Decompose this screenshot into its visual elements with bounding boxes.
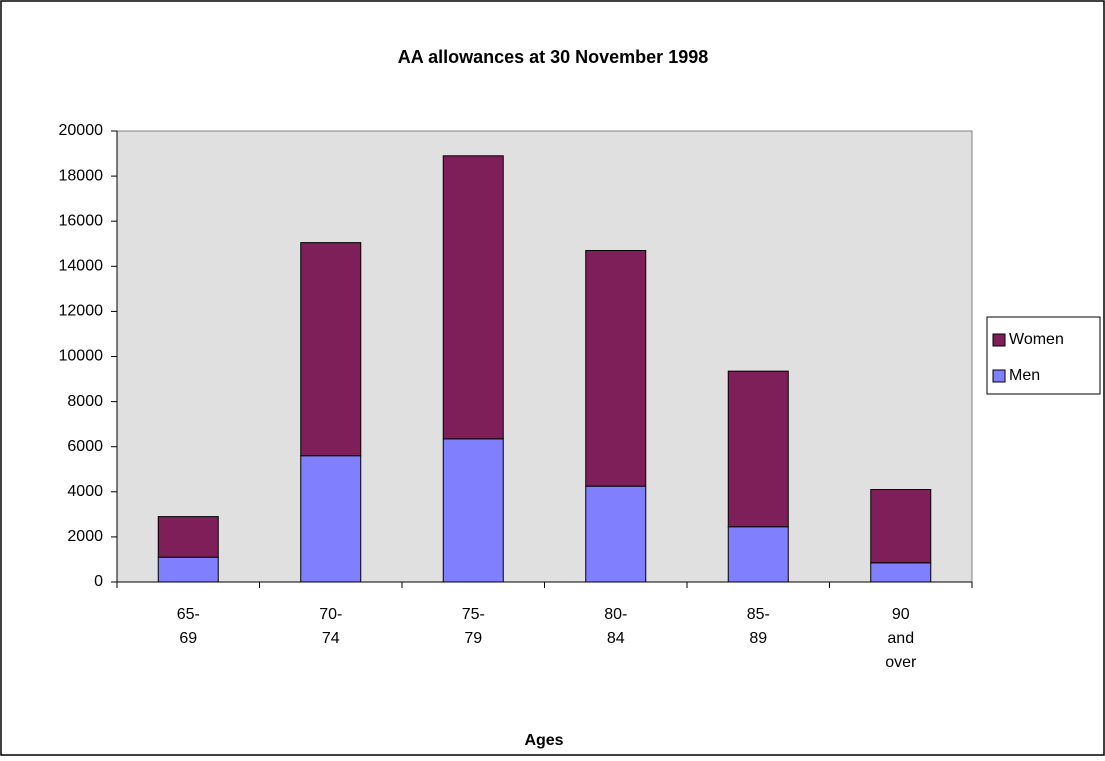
x-tick-label: 90 (892, 606, 910, 623)
y-tick-label: 8000 (67, 393, 103, 410)
x-tick-label: over (885, 654, 917, 671)
chart-title: AA allowances at 30 November 1998 (398, 47, 708, 67)
y-tick-label: 10000 (59, 348, 104, 365)
y-tick-label: 4000 (67, 483, 103, 500)
y-tick-label: 20000 (59, 122, 104, 139)
bar-segment (157, 516, 219, 558)
y-tick-label: 0 (94, 573, 103, 590)
y-tick-label: 6000 (67, 438, 103, 455)
bar-segment (585, 250, 647, 487)
x-tick-label: 69 (179, 630, 197, 647)
x-tick-label: 74 (322, 630, 340, 647)
bar-segment (442, 155, 504, 440)
bar-segment (300, 455, 362, 583)
x-axis-label: Ages (524, 732, 563, 749)
bar-segment (157, 556, 219, 583)
x-tick-label: 89 (749, 630, 767, 647)
legend-swatch (992, 369, 1006, 383)
x-tick-label: 80- (604, 606, 627, 623)
bar-segment (727, 526, 789, 583)
legend (986, 316, 1101, 395)
x-tick-label: 84 (607, 630, 625, 647)
y-tick-label: 16000 (59, 212, 104, 229)
legend-label: Women (1009, 331, 1064, 348)
y-tick-label: 18000 (59, 167, 104, 184)
x-tick-label: and (887, 630, 914, 647)
bar-segment (300, 242, 362, 457)
x-tick-label: 65- (177, 606, 200, 623)
bar-segment (727, 370, 789, 528)
x-tick-label: 75- (462, 606, 485, 623)
x-tick-label: 70- (319, 606, 342, 623)
bar-segment (585, 485, 647, 583)
legend-label: Men (1009, 367, 1040, 384)
bar-segment (442, 438, 504, 583)
x-tick-label: 79 (464, 630, 482, 647)
bar-segment (870, 562, 932, 583)
y-tick-label: 14000 (59, 258, 104, 275)
x-tick-label: 85- (747, 606, 770, 623)
legend-swatch (992, 333, 1006, 347)
bar-segment (870, 489, 932, 564)
y-tick-label: 2000 (67, 528, 103, 545)
plot-area (116, 130, 973, 583)
y-tick-label: 12000 (59, 303, 104, 320)
